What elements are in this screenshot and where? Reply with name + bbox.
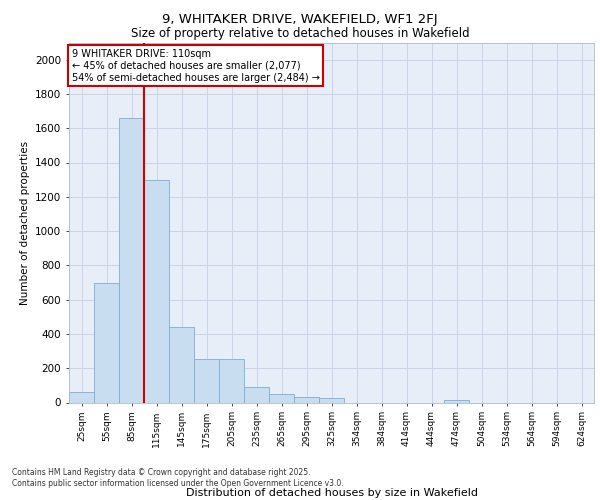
X-axis label: Distribution of detached houses by size in Wakefield: Distribution of detached houses by size … (185, 488, 478, 498)
Bar (294, 398, 319, 402)
Bar (144, 180, 169, 402)
Bar (69, 392, 94, 402)
Bar (94, 282, 119, 403)
Bar (319, 398, 344, 402)
Bar (244, 387, 269, 402)
Text: Contains HM Land Registry data © Crown copyright and database right 2025.
Contai: Contains HM Land Registry data © Crown c… (12, 468, 344, 487)
Text: Size of property relative to detached houses in Wakefield: Size of property relative to detached ho… (131, 28, 469, 40)
Text: 9 WHITAKER DRIVE: 110sqm
← 45% of detached houses are smaller (2,077)
54% of sem: 9 WHITAKER DRIVE: 110sqm ← 45% of detach… (71, 50, 319, 82)
Text: 9, WHITAKER DRIVE, WAKEFIELD, WF1 2FJ: 9, WHITAKER DRIVE, WAKEFIELD, WF1 2FJ (162, 12, 438, 26)
Bar (194, 359, 219, 403)
Bar (119, 118, 144, 403)
Bar (169, 327, 194, 402)
Bar (269, 394, 294, 402)
Bar (219, 359, 244, 403)
Bar (444, 400, 469, 402)
Y-axis label: Number of detached properties: Number of detached properties (20, 140, 29, 304)
